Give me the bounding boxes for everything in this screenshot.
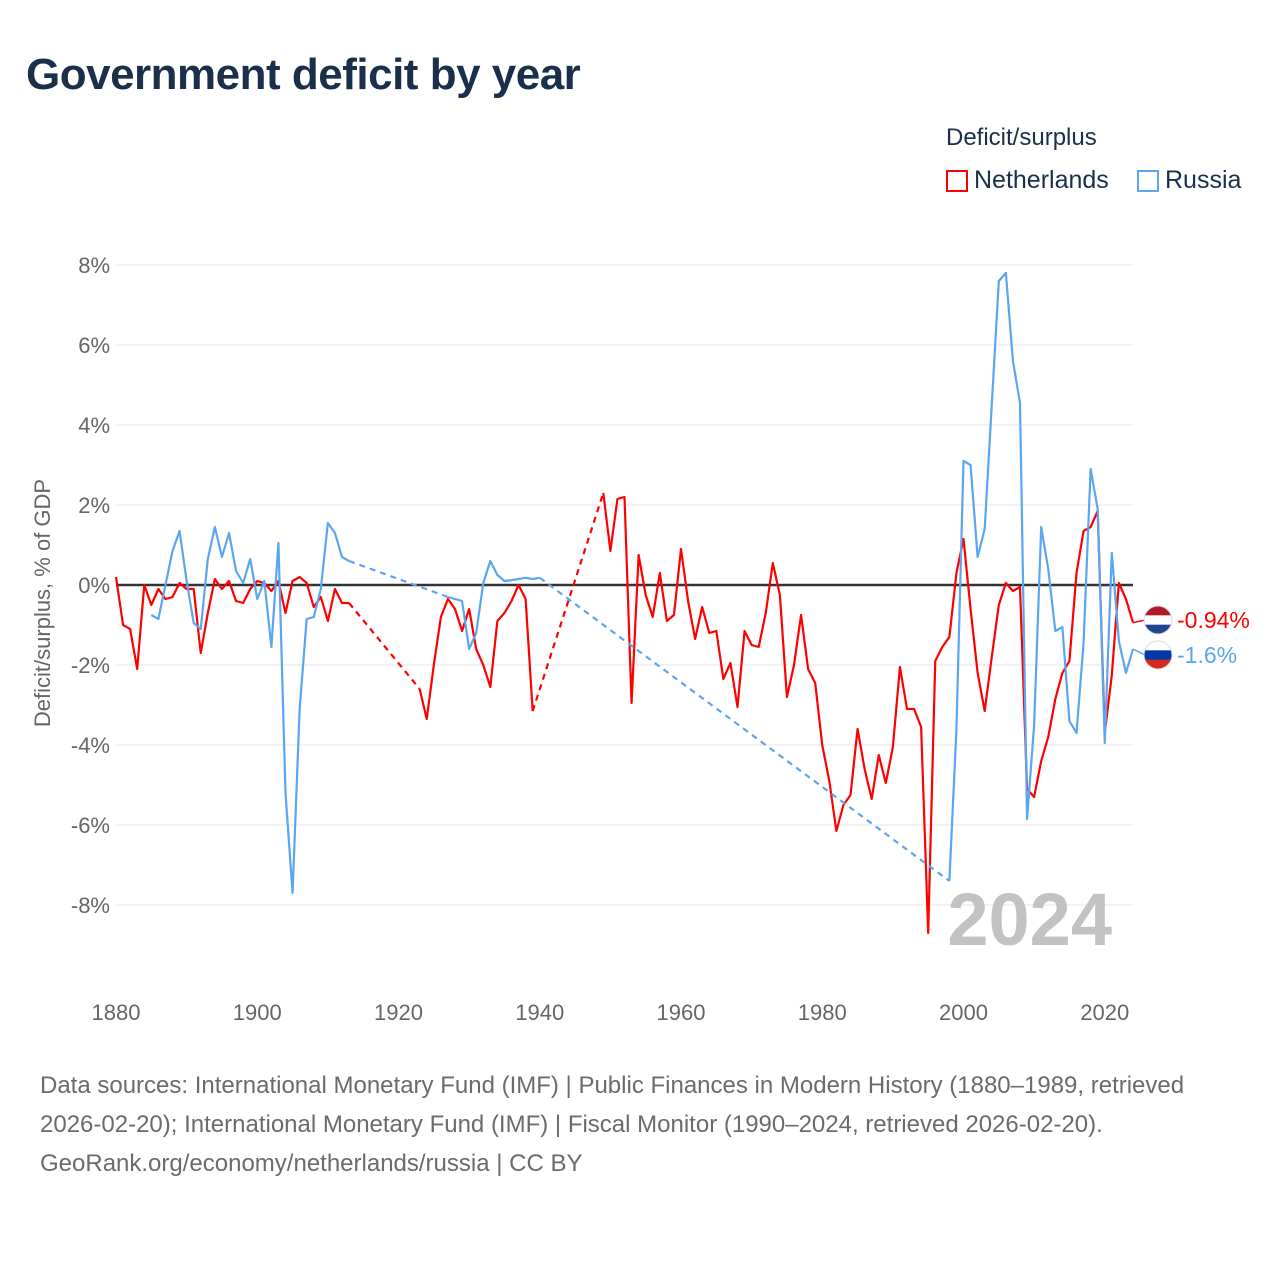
- y-tick-label: 4%: [78, 413, 110, 438]
- series-line-russia: [447, 559, 540, 651]
- x-tick-label: 2020: [1080, 1000, 1129, 1025]
- current-year-watermark: 2024: [947, 878, 1112, 961]
- gap-connector-russia: [539, 576, 951, 882]
- series-line-netherlands: [602, 492, 1135, 935]
- legend-item-netherlands[interactable]: Netherlands: [946, 166, 1109, 195]
- credit-link[interactable]: GeoRank.org/economy/netherlands/russia |…: [40, 1150, 583, 1177]
- series-line-netherlands: [114, 575, 350, 671]
- legend-swatch-netherlands: [946, 169, 968, 192]
- y-tick-label: -4%: [71, 733, 110, 758]
- legend-swatch-russia: [1137, 169, 1159, 192]
- y-tick-label: 8%: [78, 253, 110, 278]
- legend-item-russia[interactable]: Russia: [1137, 166, 1241, 195]
- gap-connector-netherlands: [531, 492, 605, 712]
- end-label-connector: [1132, 648, 1146, 656]
- y-tick-label: -2%: [71, 653, 110, 678]
- x-tick-label: 1960: [657, 1000, 706, 1025]
- x-tick-label: 1920: [374, 1000, 423, 1025]
- y-tick-label: 6%: [78, 333, 110, 358]
- flag-icon-netherlands: [1143, 605, 1173, 635]
- series-line-netherlands: [418, 583, 534, 721]
- legend-label: Russia: [1165, 166, 1242, 194]
- gap-connector-netherlands: [348, 602, 421, 690]
- x-tick-label: 1900: [233, 1000, 282, 1025]
- x-tick-label: 1940: [515, 1000, 564, 1025]
- end-label-connector: [1132, 619, 1146, 624]
- y-axis-label: Deficit/surplus, % of GDP: [30, 479, 55, 727]
- chart-title: Government deficit by year: [26, 50, 581, 99]
- legend-title: Deficit/surplus: [946, 124, 1097, 151]
- series-line-russia: [948, 271, 1135, 882]
- footer: Data sources: International Monetary Fun…: [40, 1066, 1250, 1183]
- legend-label: Netherlands: [974, 166, 1109, 194]
- y-tick-label: 2%: [78, 493, 110, 518]
- gap-connector-russia: [348, 559, 449, 599]
- series-line-russia: [150, 521, 350, 895]
- y-tick-label: -8%: [71, 893, 110, 918]
- y-tick-label: 0%: [78, 573, 110, 598]
- end-value-label-russia: -1.6%: [1177, 642, 1237, 668]
- end-value-label-netherlands: -0.94%: [1177, 607, 1250, 633]
- flag-icon-russia: [1143, 640, 1173, 670]
- x-tick-label: 2000: [939, 1000, 988, 1025]
- x-tick-label: 1880: [92, 1000, 141, 1025]
- data-sources: Data sources: International Monetary Fun…: [40, 1072, 1185, 1138]
- x-tick-label: 1980: [798, 1000, 847, 1025]
- y-tick-label: -6%: [71, 813, 110, 838]
